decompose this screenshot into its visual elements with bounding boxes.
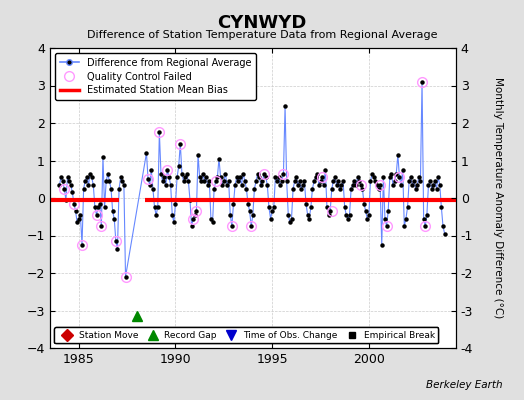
Text: Berkeley Earth: Berkeley Earth (427, 380, 503, 390)
Y-axis label: Monthly Temperature Anomaly Difference (°C): Monthly Temperature Anomaly Difference (… (493, 77, 503, 319)
Text: CYNWYD: CYNWYD (217, 14, 307, 32)
Legend: Station Move, Record Gap, Time of Obs. Change, Empirical Break: Station Move, Record Gap, Time of Obs. C… (54, 327, 438, 344)
Text: Difference of Station Temperature Data from Regional Average: Difference of Station Temperature Data f… (87, 30, 437, 40)
